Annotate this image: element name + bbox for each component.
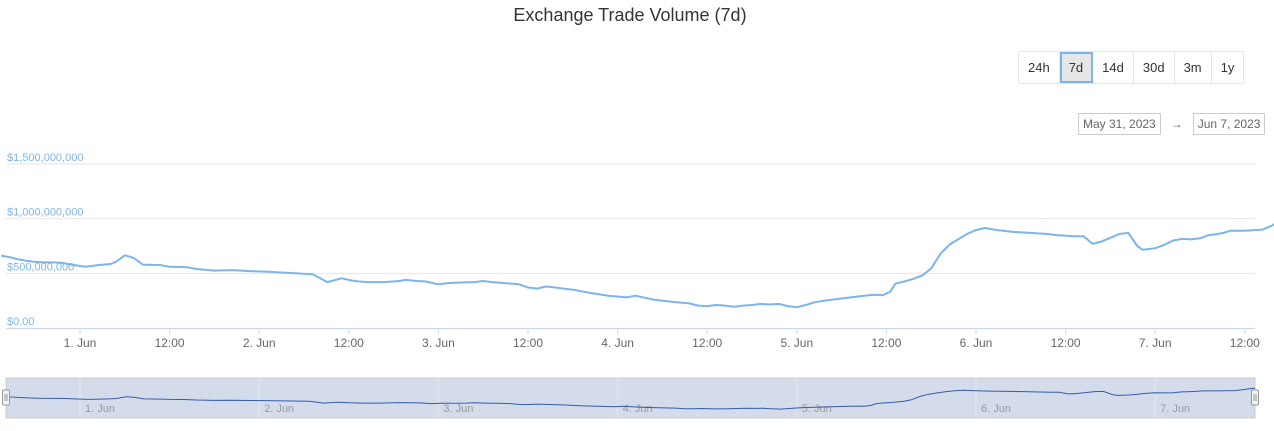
navigator[interactable]: 1. Jun 2. Jun 3. Jun 4. Jun 5. Jun 6. Jun 7. J… <box>2 377 1259 419</box>
y-tick-label: $500,000,000 <box>7 261 74 273</box>
x-tick-label: 12:00 <box>1230 336 1260 350</box>
navigator-handle-right[interactable] <box>1251 389 1259 406</box>
range-selector: 24h 7d 14d 30d 3m 1y <box>1018 51 1245 84</box>
y-axis: $0.00 $500,000,000 $1,000,000,000 $1,500,00… <box>7 152 83 328</box>
x-tick-label: 4. Jun <box>601 336 634 350</box>
range-button-24h[interactable]: 24h <box>1019 52 1060 83</box>
range-button-1y[interactable]: 1y <box>1211 52 1244 83</box>
navigator-tick-label: 4. Jun <box>623 403 653 415</box>
date-to-input[interactable]: Jun 7, 2023 <box>1192 113 1266 135</box>
x-tick-label: 7. Jun <box>1139 336 1172 350</box>
x-tick-label: 1. Jun <box>64 336 97 350</box>
series-line <box>1 223 1274 309</box>
y-tick-label: $1,500,000,000 <box>7 152 83 164</box>
y-tick-label: $0.00 <box>7 316 35 328</box>
range-button-14d[interactable]: 14d <box>1093 52 1134 83</box>
x-tick-label: 12:00 <box>334 336 364 350</box>
x-tick-label: 12:00 <box>155 336 185 350</box>
navigator-series-line <box>5 387 1256 410</box>
x-tick-label: 6. Jun <box>960 336 993 350</box>
navigator-tick-label: 2. Jun <box>264 403 294 415</box>
grid-lines <box>6 163 1255 274</box>
navigator-tick-label: 6. Jun <box>981 403 1011 415</box>
series-layer <box>1 223 1274 309</box>
x-tick-label: 3. Jun <box>422 336 455 350</box>
range-button-7d[interactable]: 7d <box>1059 52 1094 83</box>
x-tick-label: 12:00 <box>692 336 722 350</box>
x-tick-label: 12:00 <box>1051 336 1081 350</box>
navigator-tick-label: 1. Jun <box>85 403 115 415</box>
navigator-tick-label: 3. Jun <box>443 403 473 415</box>
navigator-tick-label: 7. Jun <box>1160 403 1190 415</box>
range-button-3m[interactable]: 3m <box>1174 52 1212 83</box>
y-tick-label: $1,000,000,000 <box>7 207 83 219</box>
navigator-handle-left[interactable] <box>2 389 10 406</box>
date-range-arrow: → <box>1170 117 1183 131</box>
date-range-inputs: May 31, 2023 → Jun 7, 2023 <box>1078 113 1266 135</box>
navigator-mask[interactable] <box>5 377 1256 419</box>
chart-title: Exchange Trade Volume (7d) <box>513 5 747 25</box>
date-from-input[interactable]: May 31, 2023 <box>1078 113 1161 135</box>
x-tick-label: 5. Jun <box>780 336 813 350</box>
navigator-tick-label: 5. Jun <box>802 403 832 415</box>
x-tick-label: 12:00 <box>513 336 543 350</box>
x-tick-label: 12:00 <box>871 336 901 350</box>
x-axis: 1. Jun 12:00 2. Jun 12:00 3. Jun 12:00 4. Jun 1… <box>6 328 1260 350</box>
x-tick-label: 2. Jun <box>243 336 276 350</box>
range-button-30d[interactable]: 30d <box>1133 52 1175 83</box>
